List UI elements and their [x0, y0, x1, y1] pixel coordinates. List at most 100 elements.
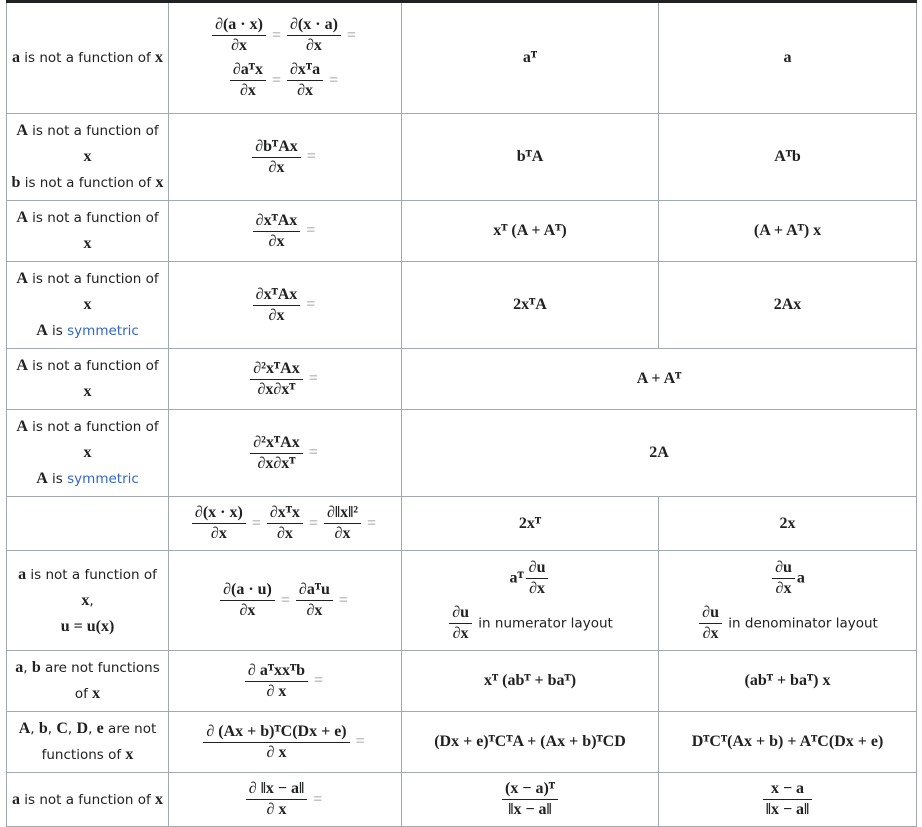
result-cell: bᵀA: [401, 113, 659, 201]
cell-line: x: [11, 381, 164, 403]
math: (abᵀ + baᵀ) x: [744, 672, 831, 689]
math: a: [18, 565, 27, 583]
equals-sign: =: [367, 514, 377, 532]
cell-line: ∂u ∂x in denominator layout: [663, 603, 912, 644]
math: A: [18, 720, 31, 737]
math: C: [56, 720, 68, 737]
equals-sign: =: [314, 672, 324, 689]
equals-sign: =: [338, 591, 348, 609]
math: a: [11, 790, 20, 808]
cell-line: ∂(x · x) ∂x = ∂xᵀx ∂x = ∂‖x‖² ∂x =: [173, 503, 397, 544]
fraction: ∂(a · u) ∂x: [220, 580, 275, 621]
cell-line: bᵀA: [406, 146, 654, 168]
link[interactable]: symmetric: [67, 471, 139, 487]
table-row: ∂(x · x) ∂x = ∂xᵀx ∂x = ∂‖x‖² ∂x = 2xᵀ 2x: [6, 496, 917, 551]
cell-line: functions of x: [11, 744, 164, 766]
equals-sign: =: [280, 591, 290, 609]
numerator: ∂ aᵀxxᵀb: [244, 661, 309, 682]
cell-line: A + Aᵀ: [406, 368, 912, 390]
cell-line: of x: [11, 683, 164, 705]
table-row: a is not a function of x ∂ ‖x − a‖ ∂ x = (x …: [6, 772, 917, 827]
condition-cell: a, b are not functions of x: [6, 650, 169, 712]
table-row: A, b, C, D, e are not functions of x ∂ (Ax…: [6, 711, 917, 773]
result-cell: Aᵀb: [658, 113, 917, 201]
expression-cell: ∂ (Ax + b)ᵀC(Dx + e) ∂ x =: [168, 711, 402, 773]
fraction: ∂²xᵀAx ∂x∂xᵀ: [250, 433, 303, 474]
math: x: [83, 296, 92, 313]
cell-line: a is not a function of x: [11, 789, 164, 811]
numerator: ∂ ‖x − a‖: [245, 779, 308, 800]
denominator: ∂x: [276, 525, 293, 542]
cell-line: A, b, C, D, e are not: [11, 718, 164, 740]
math: e: [96, 720, 104, 737]
text: are not functions: [40, 660, 160, 676]
denominator: ∂x: [529, 579, 546, 597]
result-cell: (abᵀ + baᵀ) x: [658, 650, 917, 712]
math: 2A: [649, 444, 669, 461]
link[interactable]: symmetric: [67, 323, 139, 339]
text: is not a function of: [27, 358, 159, 374]
cell-line: 2xᵀA: [406, 294, 654, 316]
cell-line: x − a ‖x − a‖: [663, 779, 912, 820]
result-cell: A + Aᵀ: [401, 348, 917, 410]
fraction: ∂(x · x) ∂x: [191, 503, 246, 544]
fraction: ∂²xᵀAx ∂x∂xᵀ: [250, 359, 303, 400]
math: x: [81, 591, 90, 609]
math: b: [31, 659, 41, 676]
math: A: [16, 209, 28, 226]
denominator: ∂x: [775, 579, 792, 597]
text: ,: [67, 721, 77, 737]
cell-line: ∂²xᵀAx ∂x∂xᵀ =: [173, 359, 397, 400]
result-cell: xᵀ (A + Aᵀ): [401, 200, 659, 262]
table-row: A is not a function of x A is symmetric ∂xᵀ…: [6, 261, 917, 349]
fraction: ∂xᵀAx ∂x: [252, 211, 301, 252]
math: x: [92, 685, 101, 702]
denominator: ∂x: [239, 602, 256, 619]
cell-line: x: [11, 442, 164, 464]
cell-line: A is not a function of: [11, 355, 164, 377]
result-cell: xᵀ (abᵀ + baᵀ): [401, 650, 659, 712]
cell-line: 2A: [406, 442, 912, 464]
numerator: x − a: [762, 779, 813, 800]
condition-cell: A is not a function of x b is not a functi…: [6, 113, 169, 201]
cell-line: b is not a function of x: [11, 172, 164, 194]
numerator: ∂ (Ax + b)ᵀC(Dx + e): [203, 722, 350, 743]
cell-line: A is symmetric: [11, 468, 164, 490]
cell-line: xᵀ (A + Aᵀ): [406, 220, 654, 242]
text: is not a function of: [27, 123, 159, 139]
result-cell: 2A: [401, 409, 917, 497]
cell-line: ∂u ∂x in numerator layout: [406, 603, 654, 644]
numerator: (x − a)ᵀ: [502, 779, 558, 800]
denominator: ∂x: [231, 37, 247, 54]
cell-line: Aᵀb: [663, 146, 912, 168]
numerator: ∂(a · u): [220, 580, 275, 601]
math: A: [16, 418, 28, 435]
cell-line: x,: [11, 590, 164, 612]
denominator: ‖x − a‖: [765, 801, 810, 818]
equals-sign: =: [306, 222, 316, 239]
table-row: a, b are not functions of x ∂ aᵀxxᵀb ∂ x = xᵀ…: [6, 650, 917, 712]
math: b: [38, 720, 48, 737]
fraction: ∂ ‖x − a‖ ∂ x: [245, 779, 308, 820]
denominator: ∂x: [702, 624, 719, 642]
result-cell: (Dx + e)ᵀCᵀA + (Ax + b)ᵀCD: [401, 711, 659, 773]
cell-line: ∂²xᵀAx ∂x∂xᵀ =: [173, 433, 397, 474]
fraction: ∂u ∂x: [449, 603, 472, 644]
fraction: ∂‖x‖² ∂x: [323, 503, 362, 544]
cell-line: ∂xᵀAx ∂x =: [173, 211, 397, 252]
math: a: [11, 49, 20, 66]
math: a: [796, 569, 805, 586]
text: ,: [23, 660, 32, 676]
math: x: [83, 148, 92, 165]
cell-line: a: [663, 47, 912, 69]
identity-table: a is not a function of x ∂(a · x) ∂x = ∂(x ·…: [6, 0, 917, 827]
result-cell: 2Ax: [658, 261, 917, 349]
expression-cell: ∂xᵀAx ∂x =: [168, 261, 402, 349]
condition-cell: A is not a function of x: [6, 200, 169, 262]
numerator: ∂u: [525, 558, 549, 579]
numerator: ∂xᵀa: [287, 60, 324, 81]
math: aᵀ: [522, 49, 538, 66]
cell-line: 2xᵀ: [406, 513, 654, 535]
denominator: ∂x: [306, 37, 322, 54]
math: DᵀCᵀ(Ax + b) + AᵀC(Dx + e): [691, 733, 884, 750]
